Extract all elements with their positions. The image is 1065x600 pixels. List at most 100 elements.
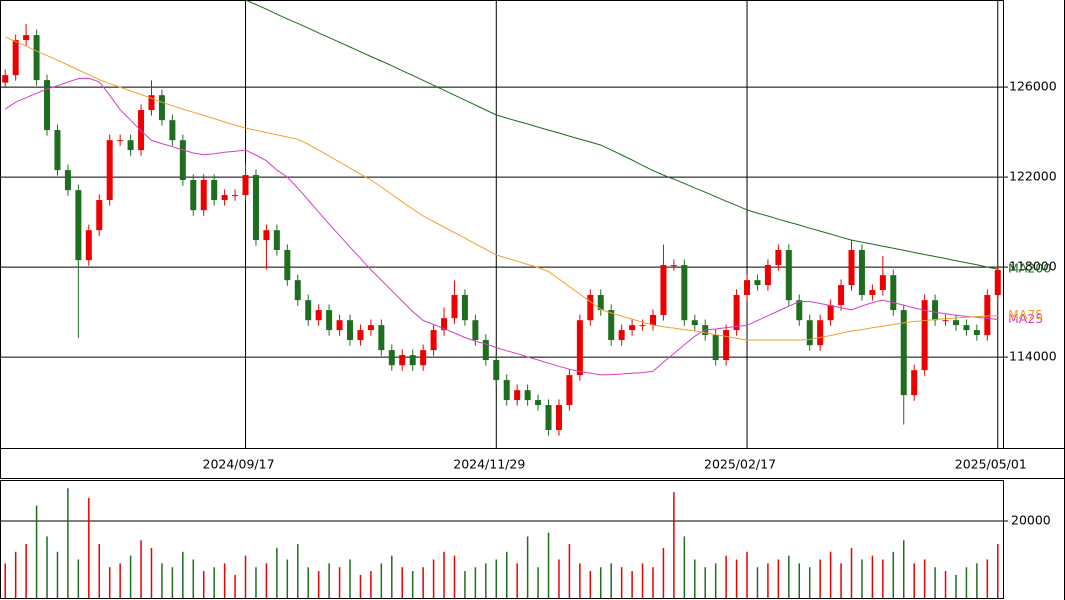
volume-bar	[359, 574, 362, 598]
volume-bar	[777, 559, 780, 598]
y-tick-label: 126000	[1009, 79, 1057, 94]
candle-body	[399, 355, 406, 366]
volume-bar	[641, 563, 644, 598]
candle-body	[775, 249, 782, 266]
candle-body	[294, 280, 301, 301]
candle-body	[347, 320, 354, 340]
candle-body	[869, 290, 876, 295]
volume-bar	[401, 567, 403, 598]
candle-body	[54, 130, 61, 171]
ma-label: MA200	[1008, 261, 1051, 276]
candle-body	[535, 400, 542, 406]
candle-body	[858, 249, 865, 295]
volume-bar	[464, 571, 466, 598]
candle-body	[921, 300, 928, 371]
volume-bar	[840, 563, 842, 598]
volume-panel	[0, 480, 1004, 599]
volume-bar	[819, 559, 821, 598]
candle-body	[33, 35, 40, 81]
volume-bar	[986, 559, 989, 598]
date-band	[0, 448, 1065, 479]
volume-bar	[756, 567, 759, 598]
candle-body	[242, 175, 249, 196]
volume-bar	[516, 563, 518, 598]
candle-body	[838, 285, 845, 306]
y-tick-label: 118000	[1009, 259, 1057, 274]
candle-body	[169, 120, 176, 141]
candle-body	[618, 330, 625, 340]
volume-bar	[547, 532, 550, 598]
candle-body	[660, 265, 667, 316]
candle-body	[127, 140, 134, 151]
candle-body	[252, 175, 259, 241]
candle-body	[566, 375, 573, 406]
volume-bar	[25, 544, 27, 598]
candle-body	[273, 230, 280, 250]
price-panel	[0, 0, 1004, 449]
volume-bar	[56, 551, 59, 598]
volume-bar	[474, 567, 477, 598]
volume-bar	[108, 567, 111, 598]
candle-body	[284, 249, 291, 281]
volume-bar	[694, 559, 696, 598]
volume-bar	[714, 563, 717, 598]
candle-body	[263, 230, 270, 241]
volume-bar	[997, 544, 999, 598]
x-tick-label: 2024/09/17	[203, 457, 275, 472]
volume-bar	[391, 555, 393, 598]
candle-body	[315, 310, 322, 321]
ma-label: MA25	[1008, 311, 1043, 326]
volume-bar	[620, 567, 623, 598]
volume-bar	[223, 563, 226, 598]
candle-body	[764, 265, 771, 286]
volume-bar	[161, 563, 163, 598]
candle-body	[963, 325, 970, 331]
candle-body	[75, 190, 82, 261]
volume-bar	[850, 547, 853, 598]
volume-bar	[861, 559, 863, 598]
candle-body	[890, 275, 897, 311]
candle-body	[441, 318, 448, 331]
candle-body	[420, 350, 427, 366]
volume-bar	[119, 563, 121, 598]
candle-body	[900, 310, 907, 396]
candle-body	[952, 320, 959, 326]
candle-body	[378, 325, 385, 351]
volume-bar	[46, 536, 48, 598]
volume-bar	[307, 567, 309, 598]
volume-bar	[662, 547, 665, 598]
volume-bar	[934, 567, 936, 598]
volume-bar	[349, 559, 351, 598]
volume-bar	[579, 563, 581, 598]
volume-bar	[798, 563, 801, 598]
volume-bar	[746, 551, 748, 598]
volume-bar	[255, 567, 257, 598]
candle-body	[984, 294, 991, 336]
volume-bar	[944, 571, 947, 598]
candle-body	[461, 294, 468, 321]
volume-bar	[526, 536, 529, 598]
candle-body	[493, 360, 500, 381]
candle-body	[597, 294, 604, 311]
candle-body	[106, 140, 113, 201]
candle-body	[827, 305, 834, 321]
volume-bar	[276, 547, 278, 598]
volume-bar	[871, 555, 874, 598]
candle-body	[712, 335, 719, 361]
volume-bar	[652, 567, 654, 598]
candle-body	[388, 350, 395, 366]
volume-bar	[913, 563, 915, 598]
candle-body	[96, 200, 103, 231]
volume-bar	[558, 559, 560, 598]
volume-bar	[589, 571, 592, 598]
volume-bar	[14, 551, 17, 598]
candle-body	[911, 370, 918, 396]
candle-body	[817, 320, 824, 346]
candle-body	[482, 339, 489, 361]
candle-body	[796, 300, 803, 321]
volume-bar	[140, 540, 142, 598]
volume-bar	[568, 544, 571, 598]
candle-body	[44, 80, 51, 131]
volume-bar	[338, 567, 341, 598]
